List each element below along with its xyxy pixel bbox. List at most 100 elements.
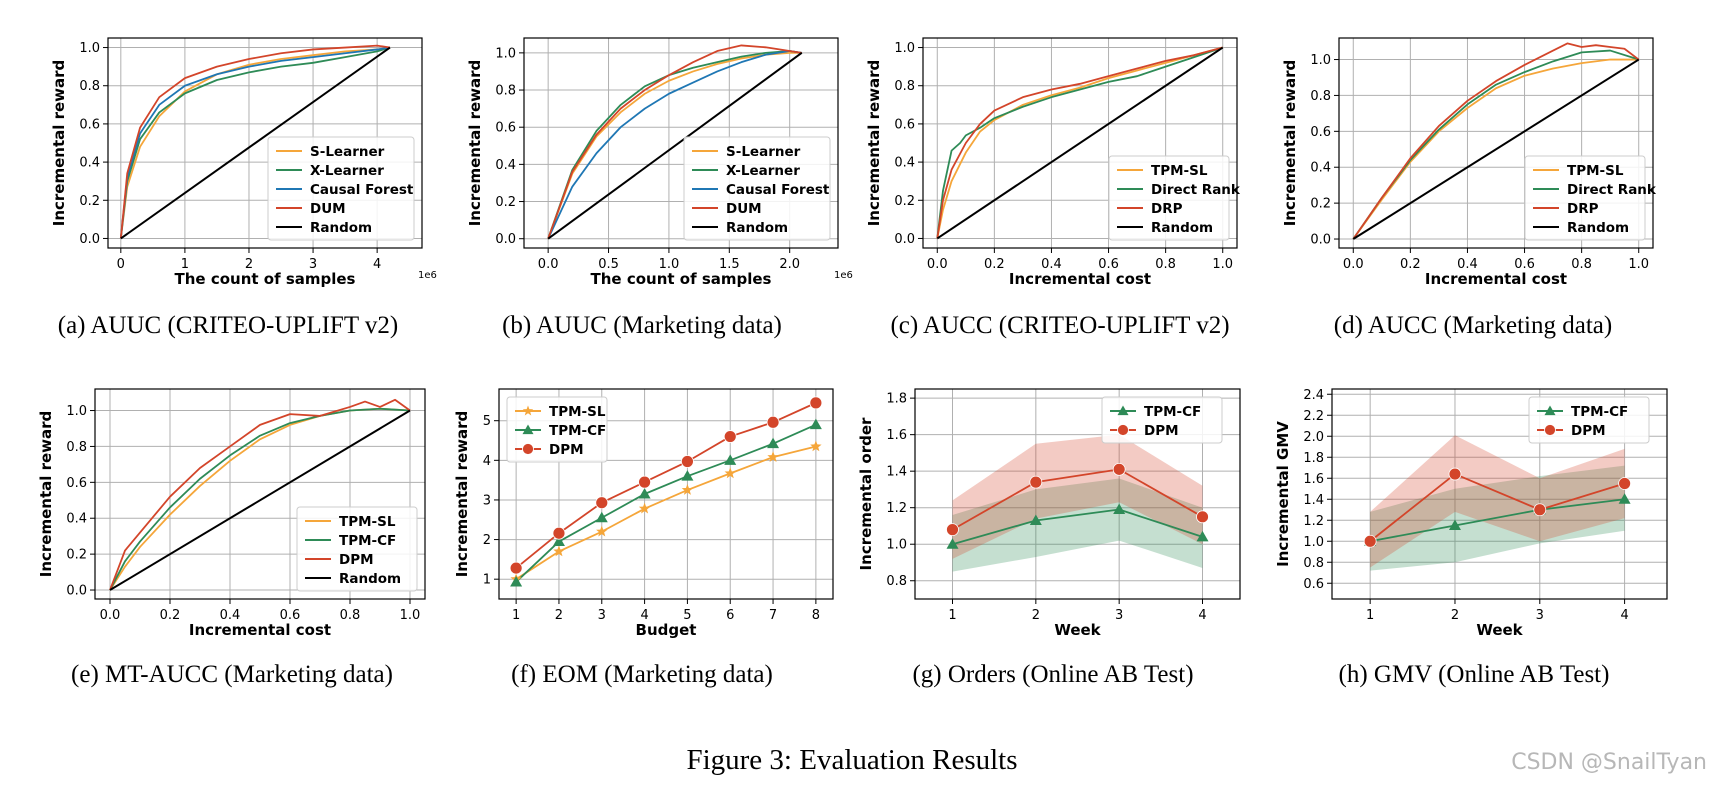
x-tick-label: 1 <box>181 257 189 272</box>
series-line-tpm-cf <box>952 508 1203 546</box>
series-line-dpm <box>515 402 817 569</box>
y-axis-label: Incremental reward <box>37 411 55 578</box>
legend-label: Random <box>339 571 401 587</box>
axes-frame <box>1331 388 1668 600</box>
x-tick-label: 0.8 <box>340 608 361 623</box>
y-tick-label: 0.0 <box>66 584 87 599</box>
legend: TPM-SL TPM-CF DPM <box>506 396 608 463</box>
x-tick-label: 8 <box>812 608 820 623</box>
legend-label: DRP <box>1151 201 1183 217</box>
data-point <box>767 451 779 463</box>
x-tick-label: 0.5 <box>598 257 619 272</box>
series-line-s-learner <box>119 46 391 239</box>
data-point <box>681 484 694 495</box>
y-tick-label: 0.8 <box>79 79 100 94</box>
legend-label: Random <box>310 220 372 236</box>
legend-box <box>1108 155 1230 241</box>
series-line-drp <box>936 46 1223 239</box>
x-tick-label: 0.8 <box>1155 257 1176 272</box>
legend-label: X-Learner <box>310 163 384 179</box>
legend-label: X-Learner <box>726 163 800 179</box>
axes-frame <box>107 37 423 249</box>
axes-frame <box>523 37 839 249</box>
y-tick-label: 2.2 <box>1303 409 1324 424</box>
y-tick-label: 1.6 <box>1303 472 1324 487</box>
confidence-band-tpm-cf <box>952 478 1203 572</box>
data-point <box>810 440 822 452</box>
x-tick-label: 1.0 <box>400 608 421 623</box>
legend-label: TPM-CF <box>549 423 606 439</box>
series-line-random <box>120 46 391 240</box>
legend-box <box>1528 396 1650 444</box>
legend-label: DUM <box>726 201 762 217</box>
y-tick-label: 0.2 <box>894 194 915 209</box>
data-point <box>767 437 780 449</box>
y-tick-label: 0.0 <box>1310 233 1331 248</box>
y-tick-label: 0.0 <box>495 232 516 247</box>
x-tick-label: 1 <box>512 608 520 623</box>
data-point <box>522 443 534 455</box>
y-tick-label: 0.8 <box>1303 556 1324 571</box>
data-point <box>596 525 608 537</box>
series-line-x-learner <box>547 50 802 240</box>
series-line-random <box>936 46 1224 240</box>
data-point <box>809 396 823 410</box>
y-tick-label: 0.2 <box>66 548 87 563</box>
x-tick-label: 3 <box>1536 608 1544 623</box>
legend: TPM-SL Direct Rank DRP Random <box>1108 155 1241 241</box>
x-tick-label: 0.2 <box>1400 257 1421 272</box>
x-tick-label: 4 <box>1620 608 1628 623</box>
y-tick-label: 1.0 <box>66 404 87 419</box>
chart-panel-e: 0.0 0.2 0.4 0.6 0.8 1.0 0.0 0.2 0.4 0.6 0.8 1.0 Incr… <box>37 388 426 688</box>
y-axis-label: Incremental reward <box>466 60 484 227</box>
y-tick-label: 1.0 <box>495 46 516 61</box>
axes-frame <box>498 388 834 600</box>
x-tick-label: 1.5 <box>719 257 740 272</box>
x-axis-label: The count of samples <box>175 270 356 288</box>
series-line-tpm-sl <box>1352 58 1639 240</box>
data-point <box>1618 493 1631 504</box>
x-axis-label: Week <box>1054 621 1101 639</box>
series-line-causal-forest <box>547 50 802 240</box>
data-point <box>638 502 651 514</box>
axis-offset-text: 1e6 <box>418 270 437 281</box>
x-axis-label: Week <box>1476 621 1523 639</box>
series-line-tpm-sl <box>936 46 1223 239</box>
data-point <box>1112 462 1126 476</box>
x-tick-label: 7 <box>769 608 777 623</box>
x-tick-label: 1 <box>1366 608 1374 623</box>
legend: TPM-SL TPM-CF DPM Random <box>296 506 418 592</box>
legend: TPM-SL Direct Rank DRP Random <box>1524 155 1657 241</box>
legend-label: TPM-CF <box>1571 404 1628 420</box>
data-point <box>1113 503 1126 515</box>
legend-box <box>1101 396 1223 444</box>
panel-caption: (b) AUUC (Marketing data) <box>502 312 782 339</box>
y-axis-label: Incremental GMV <box>1274 421 1292 567</box>
y-tick-label: 2.4 <box>1303 388 1324 403</box>
chart-panel-h: 1 2 3 4 0.6 0.8 1.0 1.2 1.4 1.6 1.8 2.0 2.2 2.4 Week In… <box>1274 388 1668 688</box>
data-point <box>1363 534 1377 548</box>
data-point <box>552 535 565 547</box>
data-point <box>1544 424 1556 436</box>
y-tick-label: 2.0 <box>1303 430 1324 445</box>
y-tick-label: 2 <box>483 533 491 548</box>
y-tick-label: 1.8 <box>1303 451 1324 466</box>
y-tick-label: 0.2 <box>1310 197 1331 212</box>
series-line-dpm <box>1369 473 1625 542</box>
x-tick-label: 0.8 <box>1571 257 1592 272</box>
data-point <box>766 415 780 429</box>
y-tick-label: 1.4 <box>886 465 907 480</box>
legend-label: DUM <box>310 201 346 217</box>
panel-caption: (a) AUUC (CRITEO-UPLIFT v2) <box>58 312 398 339</box>
data-point <box>809 418 822 430</box>
y-tick-label: 0.4 <box>66 512 87 527</box>
y-tick-label: 0.6 <box>66 476 87 491</box>
y-tick-label: 4 <box>483 454 491 469</box>
data-point <box>552 526 566 540</box>
x-tick-label: 0.6 <box>280 608 301 623</box>
confidence-band-dpm <box>1370 435 1625 568</box>
legend: S-Learner X-Learner Causal Forest DUM Random <box>267 136 415 241</box>
y-axis-label: Incremental reward <box>50 60 68 227</box>
